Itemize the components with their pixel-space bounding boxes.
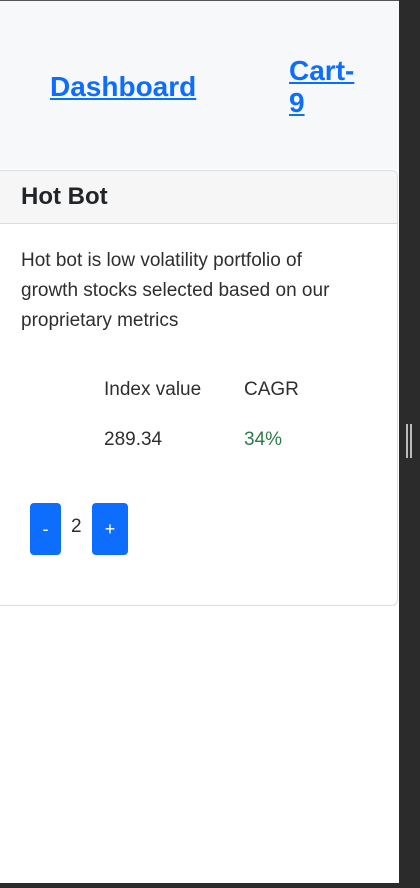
increment-button[interactable]: +	[92, 503, 128, 555]
decrement-button[interactable]: -	[30, 503, 61, 555]
quantity-value: 2	[71, 516, 82, 537]
card-title: Hot Bot	[21, 183, 108, 210]
index-value-label: Index value	[104, 379, 202, 400]
page-viewport: Dashboard Cart-9 Hot Bot Hot bot is low …	[0, 0, 399, 883]
cagr-label: CAGR	[244, 379, 299, 400]
card-description: Hot bot is low volatility portfolio of g…	[21, 250, 330, 331]
scrollbar-grip-icon[interactable]	[406, 424, 412, 458]
bot-card: Hot Bot Hot bot is low volatility portfo…	[0, 170, 398, 606]
dashboard-link[interactable]: Dashboard	[50, 71, 197, 102]
navbar: Dashboard Cart-9	[0, 1, 399, 169]
card-header: Hot Bot	[0, 171, 397, 224]
cagr-value: 34%	[244, 429, 283, 450]
index-value: 289.34	[104, 429, 163, 450]
cart-link[interactable]: Cart-9	[289, 55, 355, 118]
